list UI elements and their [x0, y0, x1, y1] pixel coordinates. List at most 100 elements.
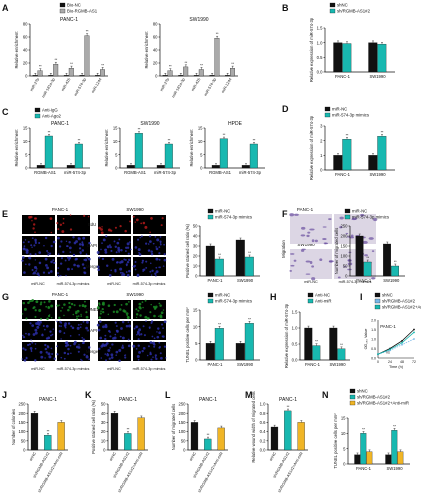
y-tick-label: 20 [153, 61, 158, 66]
micrograph-tunel-dot [144, 315, 148, 319]
micrograph-tunel-dot [135, 316, 138, 319]
bar [190, 422, 199, 451]
significance-label: ** [287, 405, 290, 409]
micrograph-tunel-dot [153, 337, 156, 340]
x-tick-label: sh/RGMB-AS1#2+Anti-miR [277, 451, 304, 493]
series-line [377, 338, 415, 355]
significance-label: ** [47, 429, 50, 433]
micrograph-tunel-dot [142, 306, 144, 309]
row-label: DAPI [87, 243, 97, 248]
micrograph-edu-dot [23, 271, 26, 274]
bar [244, 323, 254, 361]
micrograph-tunel-dot [53, 357, 56, 360]
micrograph-tunel-dot [142, 347, 146, 350]
micrograph-tunel-dot [45, 351, 48, 354]
micrograph-edu-dot [163, 243, 165, 246]
chart-title: SW1990 [189, 17, 208, 23]
micrograph-edu-dot [125, 271, 128, 273]
micrograph-edu-dot [124, 250, 127, 252]
legend-d-label: miR-NC [332, 107, 347, 112]
y-tick-label: 100 [341, 254, 349, 259]
micrograph-edu-dot [148, 249, 151, 252]
y-tick-label: 250 [179, 402, 187, 407]
data-point [401, 343, 403, 346]
bar [211, 165, 220, 169]
micrograph-edu-dot [49, 217, 53, 220]
micrograph-edu-dot [47, 253, 50, 256]
micrograph-edu-dot [155, 246, 157, 248]
micrograph-tunel-dot [100, 310, 102, 313]
micrograph-edu-dot [34, 231, 36, 234]
bar [63, 75, 69, 77]
micrograph-edu-dot [22, 256, 25, 259]
data-point [413, 331, 415, 334]
micrograph-edu-dot [81, 249, 85, 252]
legend-e-swatch [207, 214, 214, 220]
micrograph-tunel-dot [106, 353, 110, 357]
micrograph-tunel-dot [63, 351, 67, 355]
significance-label: ** [223, 133, 226, 137]
micrograph-tunel-dot [22, 334, 24, 337]
chart-title: SW1990 [140, 121, 159, 127]
y-tick-label: 1 [320, 153, 323, 158]
micrograph-tunel-dot [136, 355, 140, 359]
micrograph-tunel-dot [49, 330, 52, 333]
micrograph-tunel-dot [158, 345, 162, 349]
micrograph-tunel-dot [24, 348, 27, 351]
significance-label: ** [315, 340, 318, 344]
micrograph-tunel-dot [102, 311, 105, 314]
y-tick-label: 1.5 [317, 26, 323, 31]
micrograph-edu-dot [134, 246, 138, 249]
micrograph-tunel-dot [153, 343, 156, 346]
micrograph-edu-dot [31, 237, 34, 240]
panel-letter: J [2, 390, 7, 400]
micrograph-tunel-dot [85, 320, 89, 324]
y-tick-label: 1.0 [260, 402, 266, 407]
micrograph-tunel [133, 342, 166, 361]
micrograph-edu-dot [60, 240, 63, 243]
micrograph-edu-dot [47, 251, 49, 254]
migration-well-cell [362, 240, 368, 244]
micrograph-tunel-dot [81, 304, 85, 308]
micrograph-edu-dot [111, 257, 115, 261]
micrograph-tunel-dot [43, 301, 46, 304]
micrograph-tunel-dot [160, 323, 164, 326]
micrograph-tunel-dot [63, 303, 66, 306]
micrograph-edu-dot [114, 270, 117, 273]
y-axis-label: Positive stained cell ratio (%) [91, 400, 96, 454]
micrograph-tunel-dot [137, 358, 140, 361]
legend-n-swatch [349, 394, 356, 400]
bar [368, 155, 378, 171]
micrograph-edu-dot [130, 248, 132, 251]
migration-well-cell [323, 242, 327, 245]
micrograph-edu-dot [155, 247, 159, 251]
bar [84, 35, 90, 77]
legend-c-swatch [34, 107, 41, 113]
bar [214, 328, 224, 361]
micrograph-tunel-dot [25, 317, 28, 320]
y-tick-label: 20 [23, 61, 28, 66]
micrograph-edu-dot [150, 250, 153, 253]
micrograph-tunel-dot [85, 311, 88, 314]
legend-b-swatch [329, 2, 336, 8]
y-tick-label: 1.0 [292, 326, 298, 331]
x-tick-label: sh/RGMB-AS1#2+Anti-miR [117, 451, 144, 493]
micrograph-edu-dot [24, 239, 27, 241]
column-label: PANC-1 [52, 292, 69, 297]
panel-letter: E [2, 209, 8, 219]
significance-label: ** [207, 433, 210, 437]
micrograph-tunel-dot [139, 314, 142, 317]
micrograph-tunel-dot [138, 350, 142, 354]
bar [342, 43, 352, 73]
micrograph-tunel-dot [84, 300, 86, 303]
y-tick-label: 50 [343, 264, 348, 269]
micrograph-tunel-dot [138, 334, 141, 336]
legend-i-swatch [374, 298, 381, 304]
y-tick-label: 2.0 [371, 318, 376, 322]
y-tick-label: 40 [23, 48, 28, 53]
bar [297, 422, 305, 451]
legend-e-label: miR-574-3p mimics [215, 215, 252, 220]
micrograph-tunel-dot [112, 310, 116, 314]
micrograph-tunel-dot [40, 355, 44, 359]
micrograph-edu-dot [32, 223, 36, 226]
